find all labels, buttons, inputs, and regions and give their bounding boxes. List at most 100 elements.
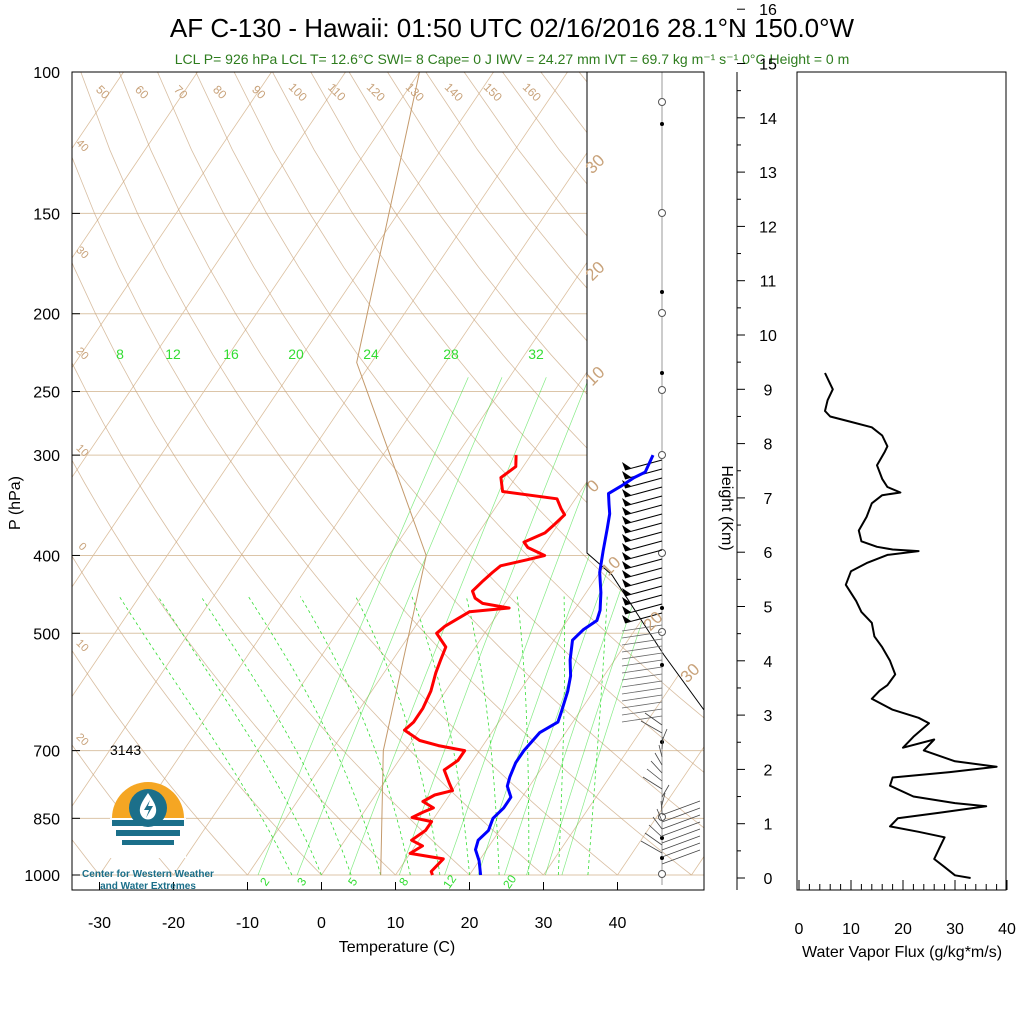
mixing-ratio-label: 24 <box>363 346 379 362</box>
wind-barb-icon <box>622 653 662 659</box>
height-tick-label: 15 <box>759 57 777 74</box>
moist-adiabat-line <box>517 597 529 876</box>
height-tick-label: 4 <box>764 654 773 671</box>
mixing-ratio-label-bottom: 5 <box>345 875 360 889</box>
y-tick-label: 250 <box>33 385 60 402</box>
height-tick-label: 7 <box>764 491 773 508</box>
x-tick-label: 10 <box>387 915 405 932</box>
wind-dot-icon <box>660 122 664 126</box>
height-tick-label: 10 <box>759 328 777 345</box>
x-tick-label: 40 <box>609 915 627 932</box>
dry-adiabat-label: 60 <box>132 82 152 102</box>
x-axis-label: Temperature (C) <box>339 939 455 956</box>
x-tick-label: -30 <box>88 915 111 932</box>
height-axis-label: Height (Km) <box>718 465 735 550</box>
dry-adiabat-label: 130 <box>403 80 427 104</box>
cw3e-logo: Center for Western Weather and Water Ext… <box>82 782 214 892</box>
isotherm-line <box>692 72 1024 875</box>
wind-strip-background <box>587 72 706 890</box>
wind-barb-icon <box>622 688 662 694</box>
wind-barb-strip <box>587 72 706 890</box>
wind-dot-icon <box>660 606 664 610</box>
height-tick-label: 16 <box>759 2 777 19</box>
height-tick-label: 12 <box>759 219 777 236</box>
flux-x-axis-label: Water Vapor Flux (g/kg*m/s) <box>802 944 1002 961</box>
moist-adiabat-label: 20 <box>74 345 91 362</box>
mixing-ratio-label-bottom: 3 <box>294 875 309 889</box>
moist-adiabat-line <box>588 597 607 876</box>
calm-wind-circle-icon <box>659 387 666 394</box>
y-tick-label: 200 <box>33 307 60 324</box>
mixing-ratio-line <box>297 377 502 875</box>
dry-adiabat-label: 80 <box>210 82 230 102</box>
wind-barb-icon <box>622 709 662 715</box>
height-tick-label: 11 <box>760 274 777 291</box>
wind-dot-icon <box>660 290 664 294</box>
flux-x-tick-label: 40 <box>998 921 1016 938</box>
chart-title: AF C-130 - Hawaii: 01:50 UTC 02/16/2016 … <box>170 13 855 43</box>
wind-barb-icon <box>662 850 700 864</box>
calm-wind-circle-icon <box>659 871 666 878</box>
wind-dot-icon <box>660 663 664 667</box>
isotherm-line <box>0 72 494 875</box>
mixing-ratio-label: 20 <box>288 346 304 362</box>
height-tick-label: 1 <box>764 817 773 834</box>
y-axis-label: P (hPa) <box>7 476 24 530</box>
wind-barb-icon <box>662 785 669 797</box>
moist-adiabat-label: 10 <box>74 637 91 654</box>
dry-adiabat-line <box>196 72 914 875</box>
calm-wind-circle-icon <box>659 310 666 317</box>
isotherm-line <box>0 72 198 875</box>
flux-x-tick-label: 20 <box>894 921 912 938</box>
calm-wind-circle-icon <box>659 210 666 217</box>
isotherm-line <box>0 72 420 875</box>
height-tick-label: 5 <box>764 600 773 617</box>
height-tick-label: 14 <box>759 111 777 128</box>
flux-x-tick-label: 0 <box>795 921 804 938</box>
height-tick-label: 0 <box>764 871 773 888</box>
flux-x-tick-label: 30 <box>946 921 964 938</box>
y-tick-label: 700 <box>33 744 60 761</box>
mixing-ratio-label: 28 <box>443 346 459 362</box>
height-tick-label: 2 <box>764 762 773 779</box>
calm-wind-circle-icon <box>659 99 666 106</box>
y-tick-label: 300 <box>33 448 60 465</box>
dry-adiabat-label: 110 <box>325 80 349 104</box>
height-tick-label: 3 <box>764 708 773 725</box>
mixing-ratio-label-bottom: 8 <box>396 875 411 889</box>
height-tick-label: 8 <box>764 437 773 454</box>
dry-adiabat-label: 120 <box>364 80 388 104</box>
moist-adiabat-label: 0 <box>76 540 89 553</box>
height-tick-label: 6 <box>764 545 773 562</box>
flux-x-tick-label: 10 <box>842 921 860 938</box>
x-tick-label: 30 <box>535 915 553 932</box>
wind-barb-icon <box>662 829 700 843</box>
flux-profile <box>825 373 997 878</box>
water-vapor-flux-line <box>825 373 997 878</box>
wind-dot-icon <box>660 371 664 375</box>
y-tick-label: 150 <box>33 206 60 223</box>
isotherm-line <box>100 72 642 875</box>
height-tick-label: 13 <box>759 165 777 182</box>
dry-adiabat-line <box>0 72 174 875</box>
mixing-ratio-label-bottom: 2 <box>257 875 272 889</box>
x-tick-label: 20 <box>461 915 479 932</box>
wind-barb-icon <box>622 681 662 687</box>
wind-barb-icon <box>662 801 700 815</box>
y-tick-label: 400 <box>33 548 60 565</box>
dry-adiabat-line <box>656 72 1024 875</box>
flux-plot-frame <box>797 72 1006 890</box>
wind-barb-icon <box>662 843 700 857</box>
thermo-background-lines <box>0 72 1024 875</box>
mixing-ratio-line <box>258 377 468 875</box>
x-tick-label: 0 <box>317 915 326 932</box>
dry-adiabat-line <box>503 72 1024 875</box>
wind-barb-icon <box>655 753 662 765</box>
mixing-ratio-label: 8 <box>116 346 124 362</box>
dry-adiabat-label: 70 <box>171 82 191 102</box>
wind-barb-icon <box>645 713 662 725</box>
moist-adiabat-label: 10 <box>74 442 91 459</box>
moist-adiabat-label: 20 <box>74 731 91 748</box>
